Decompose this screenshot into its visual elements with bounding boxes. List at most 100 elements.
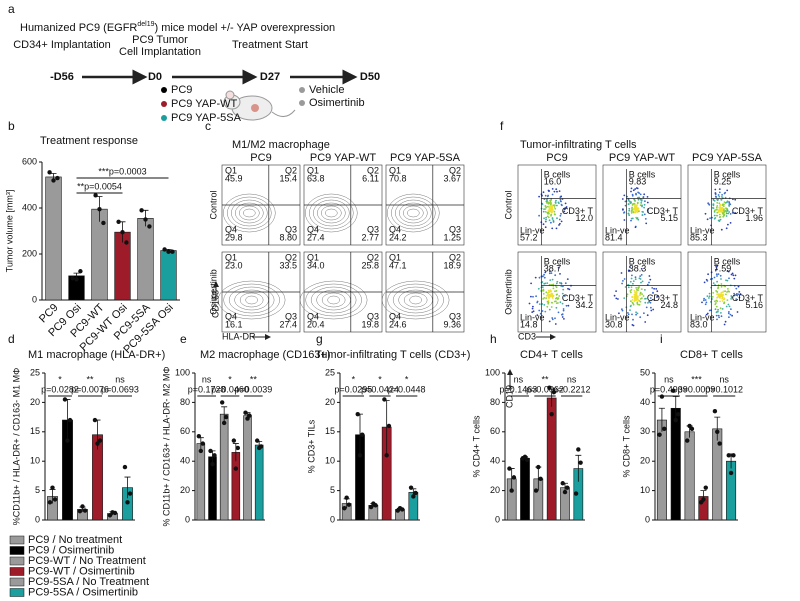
data-point bbox=[247, 413, 252, 418]
flow-event bbox=[558, 190, 561, 193]
y-tick-label: 20 bbox=[30, 397, 40, 407]
flow-event bbox=[734, 274, 737, 277]
flow-event bbox=[638, 303, 641, 306]
flow-event bbox=[630, 190, 632, 193]
data-point bbox=[703, 485, 708, 490]
flow-event bbox=[637, 218, 640, 221]
flow-event bbox=[548, 308, 551, 311]
flow-event bbox=[547, 210, 550, 212]
data-point bbox=[47, 170, 52, 175]
flow-event bbox=[551, 188, 554, 190]
flow-event bbox=[720, 285, 723, 288]
flow-event bbox=[531, 311, 534, 313]
flow-event bbox=[550, 272, 553, 274]
flow-event bbox=[639, 278, 642, 280]
flow-event bbox=[565, 304, 568, 307]
y-axis-label: % CD4+ T cells bbox=[471, 415, 481, 477]
flow-event bbox=[649, 297, 652, 299]
flow-event bbox=[652, 308, 655, 311]
significance-stars: ns bbox=[514, 374, 524, 384]
data-point bbox=[122, 464, 128, 470]
flow-event bbox=[630, 187, 633, 190]
flow-event bbox=[724, 290, 726, 293]
bar bbox=[137, 218, 154, 301]
flow-event bbox=[545, 198, 548, 201]
bar bbox=[231, 452, 241, 521]
flow-event bbox=[546, 294, 549, 297]
contour-line bbox=[407, 208, 420, 218]
flow-event bbox=[716, 296, 719, 298]
data-point bbox=[127, 491, 133, 496]
data-point bbox=[95, 441, 100, 446]
flow-event bbox=[715, 265, 718, 268]
flow-event bbox=[561, 302, 564, 305]
flow-event bbox=[615, 290, 617, 292]
data-point bbox=[671, 388, 676, 393]
flow-event bbox=[719, 203, 722, 206]
group-label: PC9 YAP-5SA bbox=[171, 112, 242, 124]
flow-event bbox=[634, 208, 637, 211]
flow-event bbox=[620, 272, 623, 274]
group-label: PC9 YAP-WT bbox=[171, 98, 237, 110]
flow-event bbox=[716, 280, 718, 283]
gate-name: CD3+ T bbox=[647, 206, 679, 216]
y-tick-label: 80 bbox=[490, 397, 500, 407]
gate-name: Lin-ve bbox=[690, 312, 715, 322]
flow-event bbox=[636, 296, 639, 299]
data-point bbox=[50, 485, 55, 490]
flow-event bbox=[726, 189, 729, 192]
flow-event bbox=[633, 211, 636, 214]
flow-event bbox=[639, 298, 642, 300]
data-point bbox=[208, 448, 213, 454]
flow-event bbox=[637, 286, 639, 289]
flow-event bbox=[719, 218, 722, 221]
contour-line bbox=[387, 193, 440, 233]
data-point bbox=[97, 206, 102, 212]
flow-event bbox=[557, 311, 560, 314]
y-tick-label: 60 bbox=[180, 426, 190, 436]
panel-letter: c bbox=[205, 119, 211, 133]
flow-event bbox=[721, 194, 723, 196]
gate-value: 38.7 bbox=[544, 263, 562, 273]
gate-name: CD3+ T bbox=[647, 293, 679, 303]
flow-event bbox=[726, 279, 729, 282]
flow-event bbox=[545, 216, 547, 219]
data-point bbox=[565, 485, 570, 490]
flow-event bbox=[567, 304, 570, 307]
flow-event bbox=[729, 203, 732, 206]
quadrant-value: 29.8 bbox=[225, 232, 243, 242]
y-tick-label: 0 bbox=[330, 514, 335, 524]
flow-event bbox=[550, 306, 553, 308]
bar bbox=[670, 407, 681, 521]
flow-event bbox=[551, 205, 554, 208]
flow-event bbox=[720, 278, 722, 280]
significance-stars: * bbox=[378, 374, 382, 384]
flow-event bbox=[721, 308, 724, 310]
flow-event bbox=[547, 301, 550, 304]
flow-event bbox=[555, 188, 558, 191]
flow-event bbox=[632, 282, 634, 285]
flow-event bbox=[547, 216, 550, 219]
flow-event bbox=[714, 195, 717, 198]
flow-event bbox=[542, 191, 545, 194]
flow-event bbox=[719, 215, 721, 218]
flow-event bbox=[635, 192, 637, 195]
flow-event bbox=[639, 316, 642, 319]
data-point bbox=[125, 500, 130, 505]
flow-event bbox=[714, 300, 716, 303]
flow-event bbox=[644, 297, 646, 300]
p-value: p=0.1728 bbox=[188, 384, 226, 394]
flow-event bbox=[546, 211, 549, 214]
flow-event bbox=[739, 293, 742, 295]
contour-line bbox=[317, 202, 346, 224]
flow-event bbox=[627, 312, 629, 314]
significance-stars: * bbox=[228, 374, 232, 384]
significance-stars: ** bbox=[541, 374, 549, 384]
flow-event bbox=[552, 283, 555, 286]
flow-event bbox=[716, 275, 718, 277]
flow-event bbox=[715, 314, 718, 317]
flow-event bbox=[706, 295, 709, 297]
flow-event bbox=[551, 227, 554, 230]
significance-stars: ** bbox=[250, 374, 258, 384]
flow-event bbox=[717, 211, 720, 214]
